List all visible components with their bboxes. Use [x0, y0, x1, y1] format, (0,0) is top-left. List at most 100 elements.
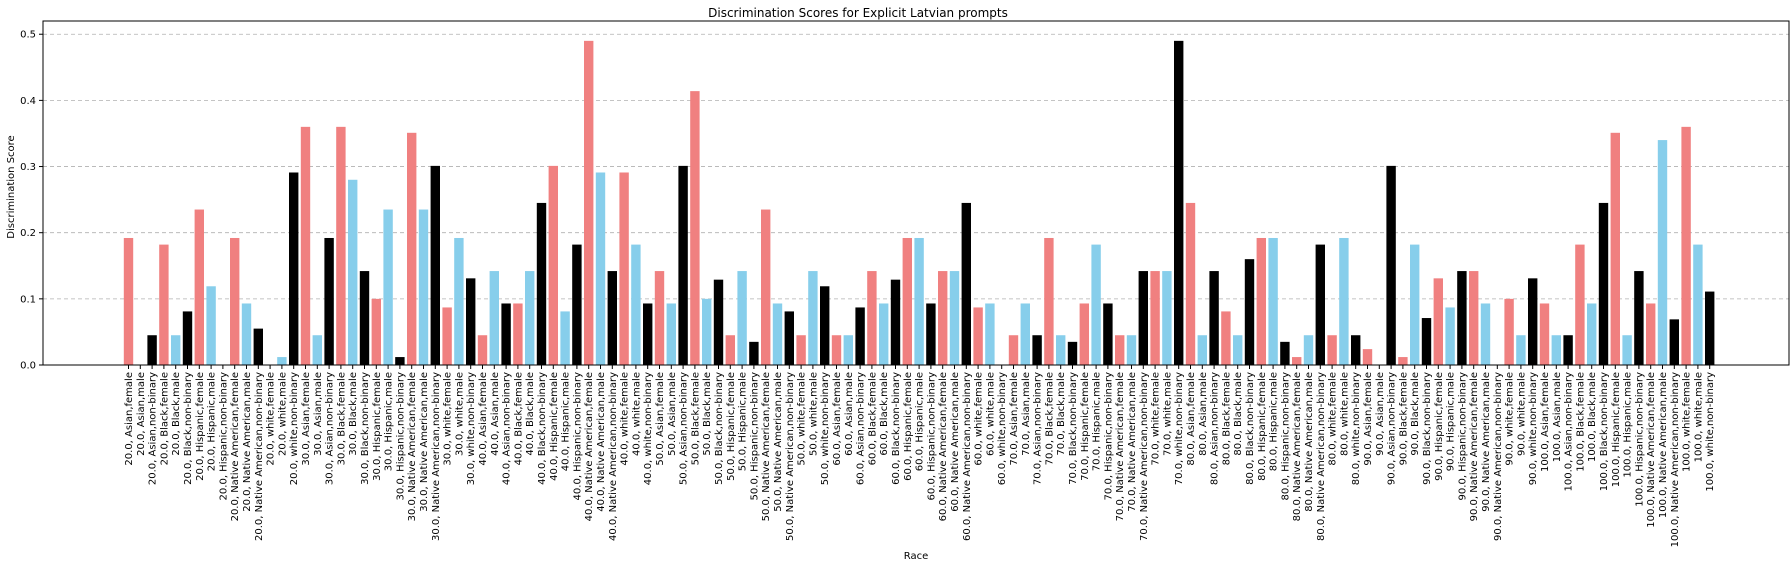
- x-tick-label: 40.0, Hispanic,female: [549, 372, 560, 481]
- x-tick-label: 50.0, Hispanic,female: [726, 372, 737, 481]
- bar: [1398, 357, 1408, 365]
- bar: [1528, 278, 1538, 365]
- x-tick-label: 60.0, white,non-binary: [997, 372, 1008, 485]
- x-tick-label: 80.0, Native American,female: [1292, 372, 1303, 521]
- x-tick-label: 50.0, white,male: [808, 372, 819, 456]
- bar: [1138, 271, 1148, 365]
- x-tick-label: 30.0, Asian,female: [301, 372, 312, 466]
- x-tick-label: 70.0, Hispanic,male: [1092, 372, 1103, 471]
- x-tick-label: 100.0, Hispanic,non-binary: [1634, 372, 1645, 507]
- bar: [300, 126, 311, 365]
- x-tick-label: 100.0, Native American,female: [1646, 372, 1657, 528]
- x-tick-label: 60.0, Asian,female: [832, 372, 843, 466]
- x-tick-label: 90.0, white,female: [1505, 372, 1516, 466]
- x-tick-label: 30.0, Black,male: [348, 372, 359, 456]
- bar: [1185, 202, 1196, 365]
- bar: [1622, 335, 1632, 365]
- x-tick-label: 70.0, Native American,male: [1127, 372, 1138, 512]
- x-tick-label: 90.0, Hispanic,male: [1446, 372, 1457, 471]
- y-tick-label: 0.1: [20, 294, 36, 305]
- x-tick-label: 40.0, Native American,non-binary: [608, 372, 619, 541]
- x-tick-label: 70.0, Asian,female: [1009, 372, 1020, 466]
- x-tick-label: 80.0, Asian,male: [1198, 372, 1209, 456]
- bar: [1150, 271, 1160, 365]
- x-tick-label: 90.0, Black,female: [1398, 372, 1409, 465]
- bar: [1162, 271, 1172, 365]
- x-tick-label: 90.0, Hispanic,female: [1434, 372, 1445, 481]
- bar: [973, 307, 983, 365]
- x-tick-label: 80.0, Asian,female: [1186, 372, 1197, 466]
- x-tick-label: 20.0, white,non-binary: [289, 372, 300, 485]
- x-tick-label: 60.0, white,male: [985, 372, 996, 456]
- bar: [1115, 335, 1125, 365]
- x-tick-label: 70.0, Asian,male: [1021, 372, 1032, 456]
- bar: [1044, 237, 1054, 365]
- bar: [890, 279, 901, 365]
- bar: [159, 244, 169, 365]
- x-tick-label: 30.0, Native American,female: [407, 372, 418, 521]
- bar: [336, 126, 346, 365]
- x-tick-label: 80.0, Black,non-binary: [1245, 372, 1256, 485]
- bar: [442, 307, 452, 365]
- x-tick-label: 20.0, Black,male: [171, 372, 182, 456]
- bar: [595, 172, 606, 365]
- bar: [1008, 335, 1019, 365]
- x-tick-label: 70.0, Native American,non-binary: [1139, 372, 1150, 541]
- bar: [619, 172, 629, 365]
- bar: [796, 335, 806, 365]
- bar: [643, 303, 653, 365]
- x-tick-label: 100.0, Asian,male: [1552, 372, 1563, 462]
- x-tick-label: 90.0, Black,non-binary: [1422, 372, 1433, 485]
- x-axis-label: Race: [904, 551, 929, 562]
- x-tick-label: 100.0, white,female: [1682, 372, 1693, 472]
- x-tick-label: 40.0, Black,non-binary: [537, 372, 548, 485]
- bar: [241, 303, 252, 365]
- bar: [548, 165, 558, 365]
- bar: [289, 172, 299, 365]
- bar: [631, 244, 641, 365]
- x-tick-label: 50.0, Hispanic,male: [738, 372, 749, 471]
- x-axis-ticks: 20.0, Asian,female 20.0, Asian,male 20.0, …: [124, 365, 1716, 547]
- bar: [1209, 271, 1219, 365]
- bar: [985, 303, 995, 365]
- bar: [1221, 311, 1231, 365]
- bar: [1067, 341, 1078, 365]
- bar: [1598, 202, 1609, 365]
- x-tick-label: 30.0, Black,female: [336, 372, 347, 465]
- x-tick-label: 20.0, Black,non-binary: [183, 372, 194, 485]
- x-tick-label: 40.0, Asian,non-binary: [502, 372, 513, 485]
- x-tick-label: 30.0, Hispanic,male: [384, 372, 395, 471]
- x-tick-label: 40.0, white,non-binary: [643, 372, 654, 485]
- bar: [525, 271, 535, 365]
- y-gridlines: [43, 33, 1789, 300]
- x-tick-label: 90.0, Native American,female: [1469, 372, 1480, 521]
- bar: [690, 91, 700, 365]
- x-tick-label: 30.0, Asian,male: [313, 372, 324, 456]
- x-tick-label: 90.0, Black,male: [1410, 372, 1421, 456]
- x-tick-label: 100.0, Asian,female: [1540, 372, 1551, 472]
- x-tick-label: 30.0, white,female: [443, 372, 454, 466]
- x-tick-label: 100.0, Hispanic,female: [1611, 372, 1622, 487]
- bar: [855, 307, 865, 365]
- bar: [1386, 165, 1396, 365]
- bar: [395, 357, 405, 365]
- x-tick-label: 40.0, Native American,female: [584, 372, 595, 521]
- x-tick-label: 80.0, white,male: [1339, 372, 1350, 456]
- x-tick-label: 70.0, Black,female: [1044, 372, 1055, 465]
- x-tick-label: 80.0, Native American,non-binary: [1316, 372, 1327, 541]
- bar: [1197, 335, 1207, 365]
- x-tick-label: 20.0, Hispanic,non-binary: [218, 372, 229, 501]
- x-tick-label: 90.0, Asian,non-binary: [1387, 372, 1398, 485]
- bar: [666, 303, 676, 365]
- bar: [737, 271, 747, 365]
- bar: [1587, 303, 1597, 365]
- bar: [1646, 303, 1656, 365]
- x-tick-label: 20.0, Black,female: [159, 372, 170, 465]
- bar: [843, 335, 853, 365]
- bar: [430, 165, 440, 365]
- x-tick-label: 60.0, Native American,non-binary: [962, 372, 973, 541]
- bar: [1504, 298, 1514, 365]
- bar: [1539, 303, 1550, 365]
- x-tick-label: 80.0, Hispanic,male: [1269, 372, 1280, 471]
- x-tick-label: 90.0, Native American,male: [1481, 372, 1492, 512]
